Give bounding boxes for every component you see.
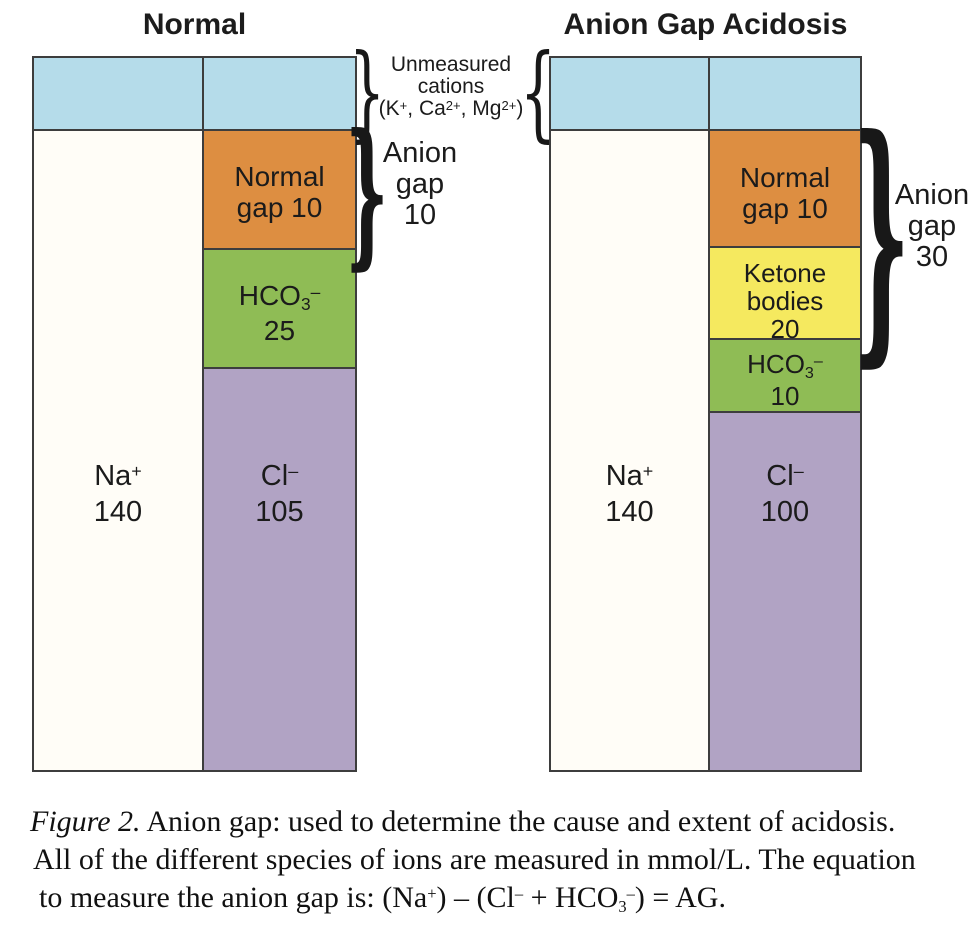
figure-number-label: Figure 2. [30,805,141,838]
right-cl-segment [710,413,860,770]
left-chart-column-divider [202,58,204,770]
right-chart-column-divider [708,58,710,770]
left-cl-segment [204,369,355,770]
figure-caption: Figure 2. Anion gap: used to determine t… [30,803,972,921]
right-na-label: Na+ 140 [605,460,654,528]
right-unmeasured-brace-icon: { [519,31,557,153]
right-cl-label: Cl– 100 [760,460,810,528]
left-unmeasured-brace-icon: } [348,31,386,153]
left-normal-gap-segment [204,131,355,250]
caption-line-3: to measure the anion gap is: (Na+) – (Cl… [39,881,726,916]
left-chart: Normal gap 10 HCO3– 25 Na+ 140 Cl– 105 [32,56,357,772]
caption-line-1: Figure 2. Anion gap: used to determine t… [30,805,896,838]
caption-line-2: All of the different species of ions are… [33,843,916,876]
right-normal-gap-label: Normal gap 10 [739,162,831,224]
left-hco3-segment [204,250,355,369]
left-cl-label: Cl– 105 [255,460,304,528]
left-hco3-label: HCO3– 25 [238,280,321,346]
right-chart-title: Anion Gap Acidosis [563,8,848,41]
left-anion-gap-callout: Anion gap 10 [382,137,458,231]
left-chart-title: Normal [142,8,247,41]
right-chart: Normal gap 10 Ketone bodies 20 HCO3– 10 … [549,56,862,772]
left-na-label: Na+ 140 [93,460,143,528]
right-ketone-label: Ketone bodies 20 [743,258,827,344]
unmeasured-cations-callout: Unmeasured cations (K+, Ca2+, Mg2+) [378,53,524,120]
left-anion-gap-brace-icon: } [345,100,389,285]
right-normal-gap-segment [710,131,860,248]
right-unmeasured-cations-band [551,58,860,131]
right-hco3-segment [710,340,860,413]
right-hco3-label: HCO3– 10 [747,349,823,411]
left-unmeasured-cations-band [34,58,355,131]
right-ketone-segment [710,248,860,340]
right-anion-gap-callout: Anion gap 30 [894,179,970,273]
left-normal-gap-label: Normal gap 10 [234,161,325,223]
